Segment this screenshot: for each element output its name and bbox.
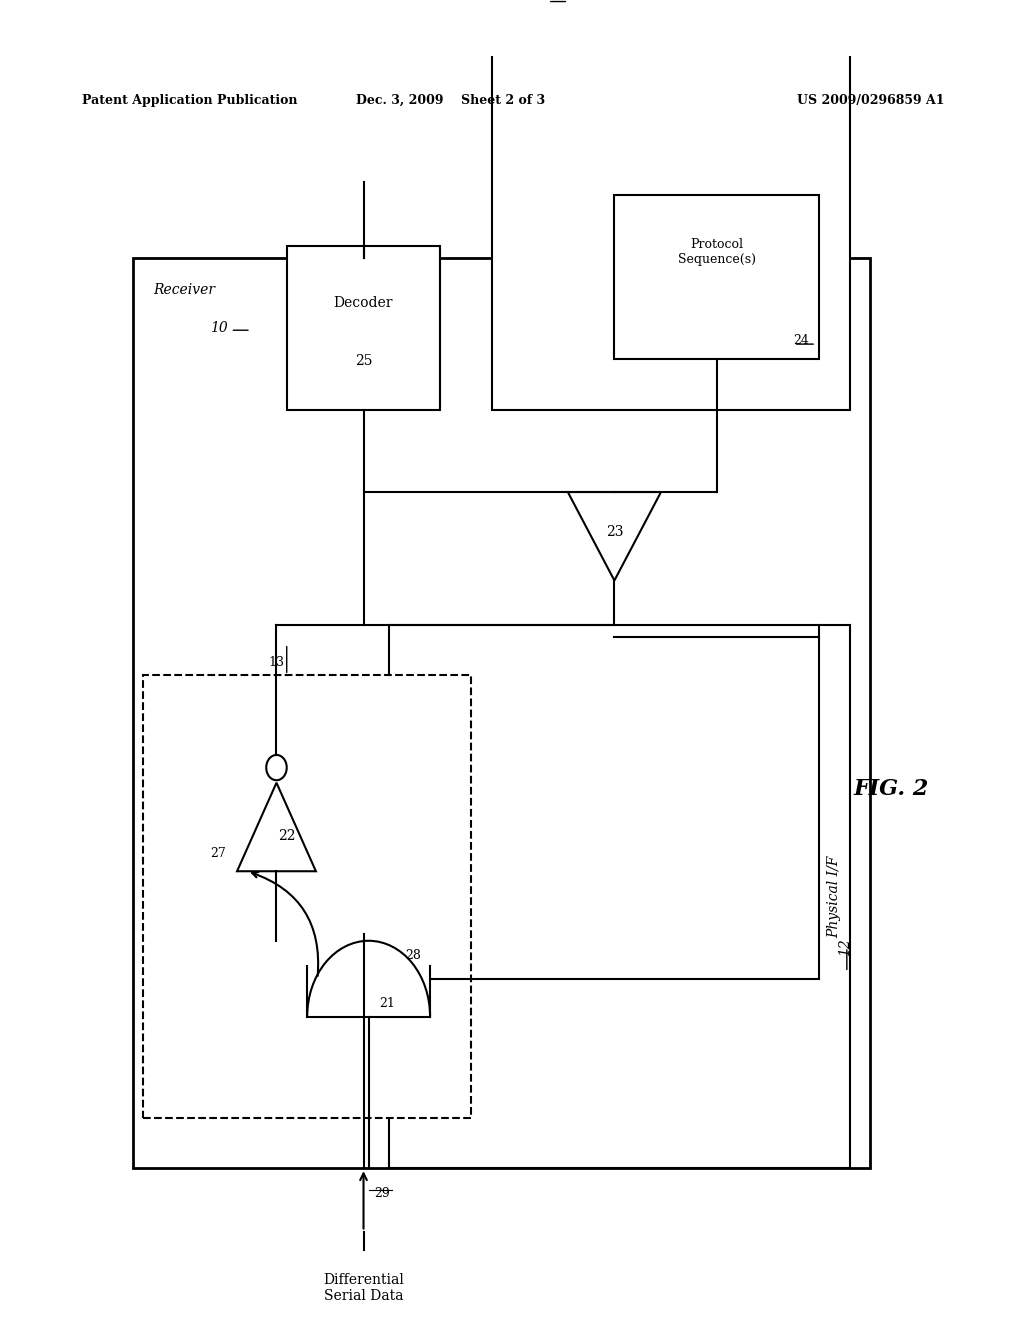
Text: Dec. 3, 2009    Sheet 2 of 3: Dec. 3, 2009 Sheet 2 of 3 <box>356 94 545 107</box>
FancyBboxPatch shape <box>133 259 870 1168</box>
Text: 25: 25 <box>354 354 373 367</box>
FancyBboxPatch shape <box>143 676 471 1118</box>
FancyBboxPatch shape <box>389 624 850 1168</box>
Text: 23: 23 <box>605 525 624 539</box>
Text: 27: 27 <box>211 847 226 861</box>
FancyBboxPatch shape <box>492 0 850 409</box>
FancyBboxPatch shape <box>287 246 440 409</box>
Text: Receiver: Receiver <box>154 284 216 297</box>
Text: Differential
Serial Data: Differential Serial Data <box>324 1274 403 1303</box>
Text: 28: 28 <box>406 949 422 962</box>
FancyBboxPatch shape <box>614 195 819 359</box>
Text: 12: 12 <box>838 939 852 956</box>
Text: FIG. 2: FIG. 2 <box>853 777 929 800</box>
Text: 29: 29 <box>374 1187 389 1200</box>
Text: 21: 21 <box>379 998 395 1010</box>
Text: 22: 22 <box>278 829 296 843</box>
Text: Protocol
Sequence(s): Protocol Sequence(s) <box>678 239 756 267</box>
Text: 13: 13 <box>268 656 285 669</box>
FancyArrowPatch shape <box>252 873 318 975</box>
Text: Patent Application Publication: Patent Application Publication <box>82 94 297 107</box>
Text: Decoder: Decoder <box>334 296 393 310</box>
Text: 24: 24 <box>793 334 809 347</box>
Text: 10: 10 <box>210 321 227 335</box>
Text: Physical I/F: Physical I/F <box>827 855 842 937</box>
Text: US 2009/0296859 A1: US 2009/0296859 A1 <box>797 94 944 107</box>
